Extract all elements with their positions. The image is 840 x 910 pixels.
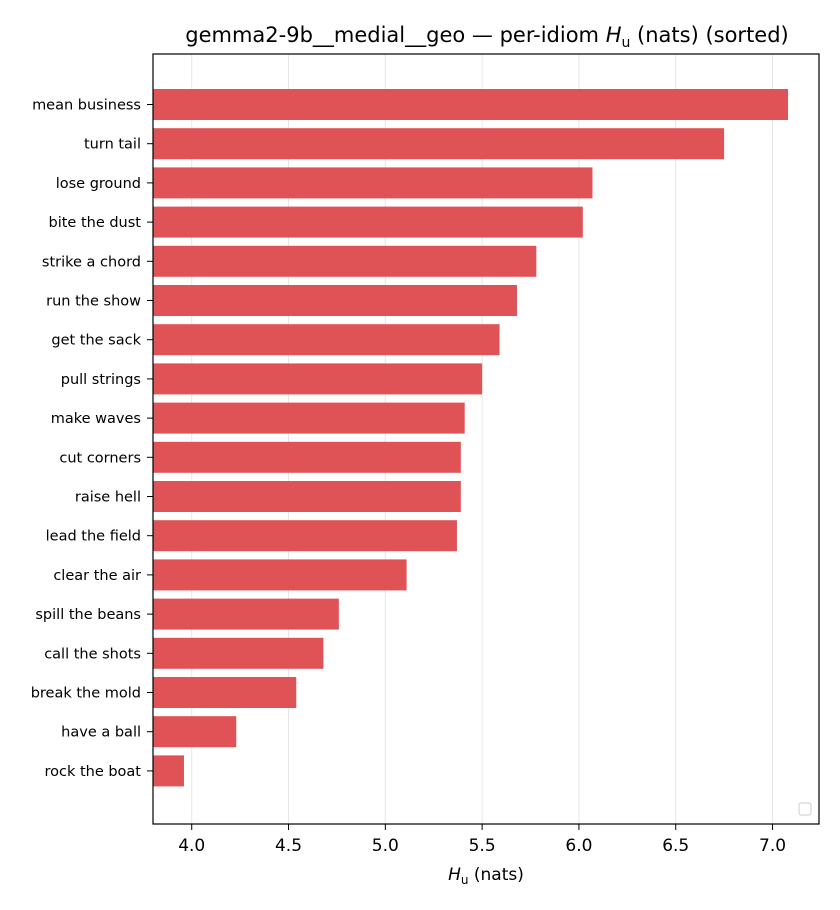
- y-axis-ticks: mean business turn tail lose ground bite th…: [31, 98, 153, 780]
- x-tick-label: 5.0: [372, 836, 399, 856]
- bar: [153, 716, 237, 748]
- x-tick-label: 6.0: [565, 836, 592, 856]
- x-axis-label: Hu (nats): [448, 865, 524, 887]
- y-tick-label: strike a chord: [42, 254, 141, 270]
- chart-title-var: H: [606, 23, 622, 47]
- y-tick-label: lead the field: [46, 529, 141, 545]
- bar: [153, 677, 297, 708]
- chart-title: gemma2-9b__medial__geo — per-idiom Hu (n…: [185, 23, 789, 51]
- y-tick-label: call the shots: [44, 646, 141, 662]
- plot-frame: [152, 53, 820, 825]
- bar: [153, 167, 593, 199]
- y-tick-label: turn tail: [84, 137, 141, 153]
- y-tick-label: break the mold: [31, 686, 141, 702]
- y-tick-label: pull strings: [61, 372, 141, 388]
- bar: [153, 441, 461, 473]
- x-axis-label-sub: u: [461, 873, 469, 887]
- bar: [153, 363, 483, 395]
- bar: [153, 402, 465, 434]
- x-axis-label-suffix: (nats): [469, 865, 524, 885]
- x-tick-label: 4.5: [275, 836, 302, 856]
- bar: [153, 206, 583, 238]
- chart-title-suffix: (nats) (sorted): [630, 23, 788, 47]
- y-tick-label: make waves: [51, 411, 141, 427]
- bar: [153, 89, 789, 120]
- bar: [153, 128, 725, 160]
- x-tick-label: 6.5: [662, 836, 689, 856]
- legend-box: [798, 802, 812, 816]
- bar: [153, 598, 339, 630]
- bar: [153, 324, 500, 356]
- y-tick-label: get the sack: [51, 333, 141, 349]
- bar: [153, 755, 184, 787]
- x-tick-label: 5.5: [469, 836, 496, 856]
- bar: [153, 637, 324, 669]
- y-tick-label: run the show: [46, 294, 141, 310]
- y-tick-label: rock the boat: [44, 764, 141, 780]
- x-tick-label: 4.0: [178, 836, 205, 856]
- y-tick-label: bite the dust: [49, 215, 142, 231]
- y-tick-label: clear the air: [53, 568, 141, 584]
- bar: [153, 285, 517, 316]
- x-tick-label: 7.0: [759, 836, 786, 856]
- y-tick-label: lose ground: [56, 176, 141, 192]
- y-tick-label: raise hell: [75, 490, 141, 506]
- y-tick-label: cut corners: [59, 450, 141, 466]
- chart-title-sub: u: [621, 35, 630, 51]
- bars: [153, 89, 789, 787]
- y-tick-label: spill the beans: [35, 607, 141, 623]
- bar: [153, 481, 461, 512]
- y-tick-label: mean business: [32, 98, 141, 114]
- x-axis-ticks: 4.0 4.5 5.0 5.5 6.0 6.5 7.0: [178, 824, 786, 856]
- chart-title-prefix: gemma2-9b__medial__geo — per-idiom: [185, 23, 605, 48]
- x-axis-label-var: H: [448, 865, 461, 885]
- bar: [153, 559, 407, 591]
- y-tick-label: have a ball: [61, 725, 141, 741]
- bar: [153, 520, 457, 552]
- bar: [153, 245, 537, 277]
